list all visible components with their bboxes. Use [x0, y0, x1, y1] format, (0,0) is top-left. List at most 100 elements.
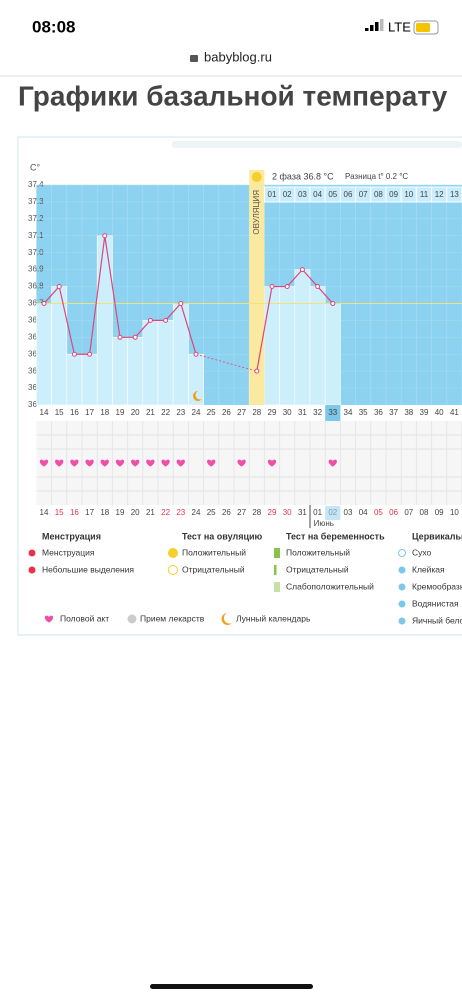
date-label: 23 [176, 508, 185, 517]
y-tick-label: 37.3 [28, 197, 44, 206]
post-ovulation-day: 02 [283, 190, 292, 199]
heart [267, 459, 277, 467]
x-tick-label: 26 [222, 408, 231, 417]
y-tick-label: 37.1 [28, 231, 44, 240]
legend-item: Прием лекарств [140, 613, 205, 623]
highlight-box [325, 405, 341, 421]
date-label: 07 [404, 508, 413, 517]
date-label: 20 [131, 508, 140, 517]
date-label: 09 [435, 508, 444, 517]
post-ovulation-day: 12 [435, 190, 444, 199]
heart [131, 459, 140, 467]
x-tick-label: 29 [268, 408, 277, 417]
temp-column [309, 286, 326, 406]
post-ovulation-day: 10 [404, 190, 413, 199]
date-label: 19 [116, 508, 125, 517]
post-ovulation-day: 07 [359, 190, 368, 199]
y-tick-label: 37.0 [28, 248, 44, 257]
home-indicator [150, 984, 313, 989]
y-tick-label: 37.2 [28, 214, 44, 223]
temp-point [41, 300, 47, 306]
temp-point [117, 334, 123, 340]
temp-point [178, 300, 184, 306]
x-tick-label: 18 [100, 408, 109, 417]
post-ovulation-day: 08 [374, 190, 383, 199]
legend-item: Слабоположительный [286, 581, 374, 591]
y-tick-label: 36.2 [28, 383, 44, 392]
post-ovulation-day: 06 [344, 190, 353, 199]
temp-point [193, 351, 199, 357]
temp-column [324, 303, 341, 406]
heart [161, 459, 170, 467]
legend-item: Половой акт [60, 613, 109, 623]
legend-title: Тест на беременность [286, 531, 385, 541]
temp-column [36, 303, 52, 406]
phase-label: 2 фаза 36.8 °C [272, 171, 334, 181]
temp-column [279, 286, 296, 406]
battery-level [416, 23, 430, 32]
legend-item: Положительный [182, 547, 246, 557]
x-tick-label: 31 [298, 408, 307, 417]
x-tick-label: 36 [374, 408, 383, 417]
legend-item: Лунный календарь [236, 613, 311, 623]
x-tick-label: 17 [85, 408, 94, 417]
legend-item: Менструация [42, 547, 95, 557]
temp-column [142, 320, 159, 406]
legend-icon [274, 582, 280, 592]
temp-point [299, 267, 305, 273]
x-tick-label: 28 [252, 408, 261, 417]
x-tick-label: 27 [237, 408, 246, 417]
y-tick-label: 36.6 [28, 315, 44, 324]
temp-column [294, 269, 311, 406]
post-ovulation-day: 11 [420, 190, 429, 199]
temp-point [56, 284, 62, 290]
temp-point [330, 300, 336, 306]
temp-point [147, 317, 153, 323]
legend-item: Кремообразн [412, 581, 462, 591]
x-tick-label: 40 [435, 408, 444, 417]
y-tick-label: 36.7 [28, 299, 44, 308]
legend-item: Сухо [412, 547, 432, 557]
url-bar[interactable]: babyblog.ru [204, 49, 272, 64]
legend-item: Водянистая [412, 598, 459, 608]
post-ovulation-day: 04 [313, 190, 322, 199]
signal-bar [365, 28, 369, 31]
month-label: Июнь [314, 519, 334, 528]
temp-point [87, 351, 93, 357]
legend-icon [168, 565, 178, 575]
legend-item: Небольшие выделения [42, 564, 134, 574]
date-label: 22 [161, 508, 170, 517]
battery [413, 20, 439, 35]
legend-item: Отрицательный [182, 564, 245, 574]
temp-point [315, 284, 321, 290]
date-label: 10 [450, 508, 459, 517]
moon-icon [193, 391, 202, 401]
temp-column [66, 353, 83, 406]
date-label: 04 [359, 508, 368, 517]
post-ovulation-day: 01 [268, 190, 277, 199]
post-ovulation-day: 03 [298, 190, 307, 199]
network: LTE [388, 19, 411, 34]
heart [115, 459, 125, 467]
date-label: 18 [100, 508, 109, 517]
legend-icon [28, 566, 36, 574]
x-row [36, 405, 462, 421]
heart [39, 459, 49, 467]
y-tick-label: 36.1 [28, 400, 44, 409]
y-tick-label: 36.3 [28, 366, 44, 375]
post-ovulation-day: 05 [328, 190, 337, 199]
date-label: 03 [344, 508, 353, 517]
signal-bar [375, 22, 379, 31]
legend-item: Клейкая [412, 564, 445, 574]
date-label: 21 [146, 508, 155, 517]
ovulation-band [249, 170, 265, 405]
y-tick-label: 36.4 [28, 349, 44, 358]
legend-title: Тест на овуляцию [182, 531, 263, 541]
temp-point [132, 334, 138, 340]
date-label: 31 [298, 508, 307, 517]
ovulation-label: ОВУЛЯЦИЯ [252, 190, 261, 235]
x-tick-label: 16 [70, 408, 79, 417]
temp-column [112, 337, 128, 406]
temp-point [102, 233, 108, 239]
